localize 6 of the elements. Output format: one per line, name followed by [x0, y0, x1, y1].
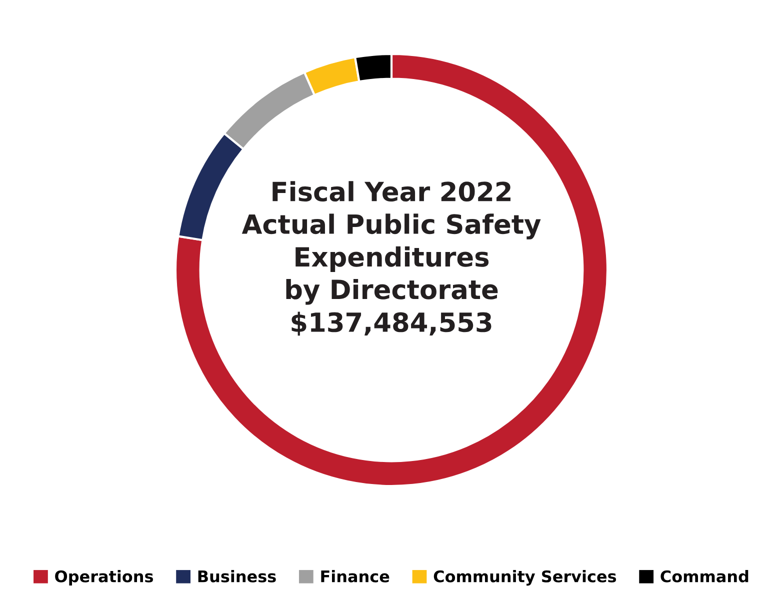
legend-label: Community Services: [434, 570, 616, 586]
legend-label: Command: [660, 570, 748, 582]
text: Fiscal Year 2022 Actual Public Safety Expenditures by Directorate $137,484,553: [242, 181, 541, 336]
legend-label: Business: [198, 570, 276, 582]
legend-label: Operations: [55, 570, 153, 586]
legend-label: Finance: [321, 570, 390, 582]
